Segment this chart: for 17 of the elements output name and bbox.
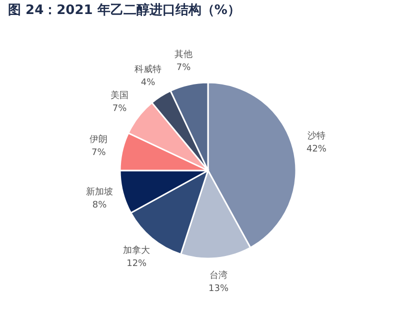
data-label: 12%	[126, 258, 148, 269]
slice-label: 加拿大	[123, 244, 150, 256]
data-label: 7%	[112, 104, 128, 114]
data-label: 4%	[140, 78, 156, 88]
slice-label: 伊朗	[90, 134, 108, 146]
slice-label: 沙特	[307, 130, 326, 142]
data-label: 8%	[92, 200, 108, 210]
slice-label: 其他	[174, 49, 193, 60]
data-label: 13%	[208, 284, 229, 294]
slice-label: 台湾	[210, 270, 228, 282]
slice-label: 科威特	[134, 64, 162, 75]
data-label: 7%	[176, 63, 192, 74]
chart-title: 图 24：2021 年乙二醇进口结构（%）	[8, 2, 240, 18]
data-label: 7%	[92, 148, 106, 158]
slice-label: 美国	[110, 90, 129, 101]
data-label: 42%	[306, 144, 327, 155]
slice-label: 新加坡	[86, 186, 114, 198]
